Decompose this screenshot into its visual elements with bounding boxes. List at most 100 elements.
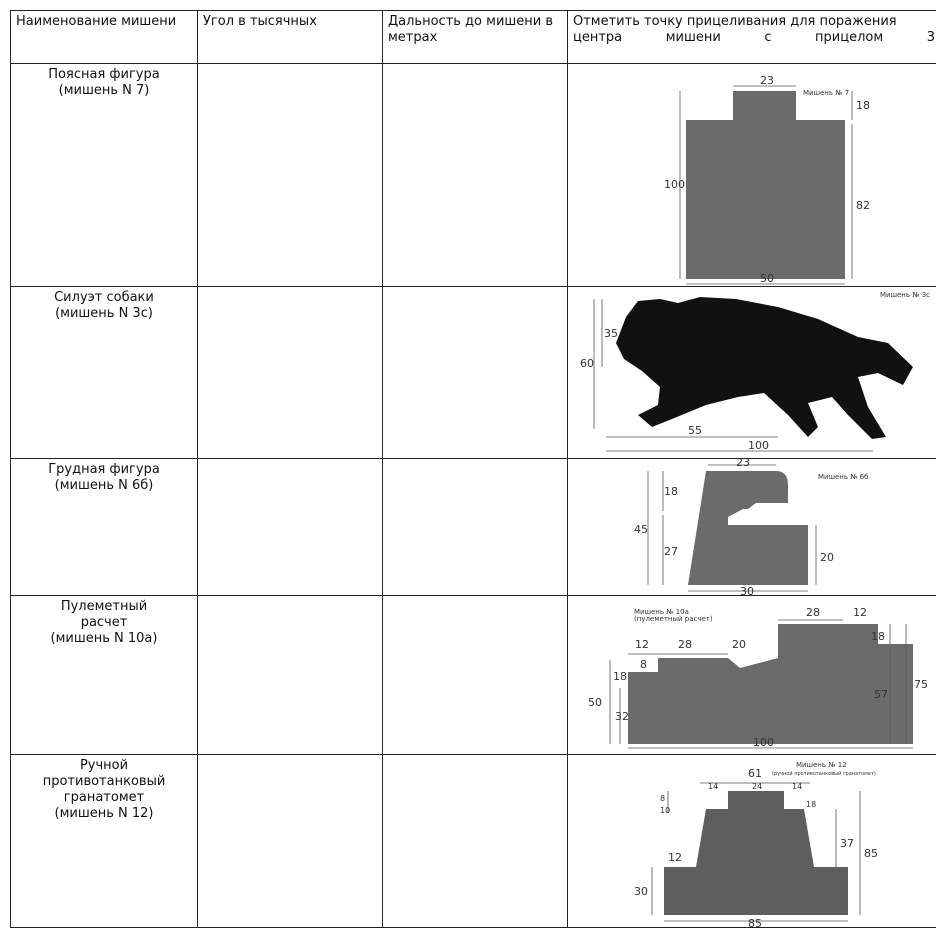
dim-label: 85 <box>864 847 878 860</box>
diagram-caption: Мишень № 12 <box>796 761 847 769</box>
diagram-caption: Мишень № 6б <box>818 473 869 481</box>
table-row: Силуэт собаки (мишень N 3с) 35 60 55 100 <box>10 286 936 459</box>
dim-label: 30 <box>740 585 754 595</box>
target-name-line: (мишень N 3с) <box>55 306 153 321</box>
dim-label: 28 <box>806 606 820 619</box>
target-name: Пулеметный расчет (мишень N 10а) <box>10 595 198 755</box>
diagram-caption: Мишень № 3с <box>880 291 930 299</box>
target-3c-diagram: 35 60 55 100 Мишень № 3с <box>580 291 930 452</box>
target-name: Поясная фигура (мишень N 7) <box>10 63 198 287</box>
target-10a-diagram: 28 12 12 28 20 18 8 18 50 32 57 75 100 М… <box>588 606 928 749</box>
table-header-row: Наименование мишени Угол в тысячных Даль… <box>10 10 936 64</box>
target-name-line: расчет <box>80 615 128 630</box>
table-row: Поясная фигура (мишень N 7) 23 18 100 <box>10 63 936 287</box>
dim-label: 12 <box>668 851 682 864</box>
dim-label: 23 <box>760 74 774 87</box>
dim-label: 23 <box>736 459 750 469</box>
dim-label: 50 <box>760 272 774 285</box>
dim-label: 18 <box>613 670 627 683</box>
dog-silhouette-shape <box>616 297 913 439</box>
dim-label: 12 <box>635 638 649 651</box>
target-name-line: Силуэт собаки <box>54 290 154 305</box>
dim-label: 14 <box>792 782 802 791</box>
table-row: Пулеметный расчет (мишень N 10а) <box>10 595 936 755</box>
distance-cell[interactable] <box>382 63 568 287</box>
dim-label: 18 <box>856 99 870 112</box>
aim-cell[interactable]: 23 18 45 27 20 30 Мишень № 6б <box>567 458 936 596</box>
diagram-subcaption: (пулеметный расчет) <box>634 615 713 623</box>
dim-label: 100 <box>664 178 685 191</box>
distance-cell[interactable] <box>382 754 568 928</box>
dim-label: 85 <box>748 917 762 927</box>
dim-label: 20 <box>820 551 834 564</box>
diagram-caption: Мишень № 7 <box>803 89 849 97</box>
target-name: Ручной противотанковый гранатомет (мишен… <box>10 754 198 928</box>
distance-cell[interactable] <box>382 286 568 459</box>
dim-label: 37 <box>840 837 854 850</box>
target-12-shape <box>664 791 848 915</box>
dim-label: 18 <box>806 800 816 809</box>
distance-cell[interactable] <box>382 595 568 755</box>
target-name-line: (мишень N 12) <box>54 806 154 821</box>
dim-label: 60 <box>580 357 594 370</box>
target-name-line: Пулеметный <box>60 599 148 614</box>
target-name-line: (мишень N 10а) <box>50 631 158 646</box>
angle-cell[interactable] <box>197 63 383 287</box>
target-10a-shape <box>628 624 913 744</box>
dim-label: 61 <box>748 767 762 780</box>
aim-cell[interactable]: 35 60 55 100 Мишень № 3с <box>567 286 936 459</box>
target-7-diagram: 23 18 100 82 50 Мишень № 7 <box>664 74 870 285</box>
target-name-line: (мишень N 7) <box>58 83 150 98</box>
target-12-diagram: 61 14 24 14 8 10 18 37 85 12 30 85 Мишен… <box>634 761 878 927</box>
dim-label: 50 <box>588 696 602 709</box>
dim-label: 82 <box>856 199 870 212</box>
dim-label: 10 <box>660 806 670 815</box>
dim-label: 18 <box>664 485 678 498</box>
table-row: Ручной противотанковый гранатомет (мишен… <box>10 754 936 928</box>
diagram-caption: Мишень № 10а <box>634 608 689 616</box>
target-name-line: противотанковый <box>42 774 166 789</box>
diagram-subcaption: (ручной противотанковый гранатомет) <box>772 770 876 777</box>
dim-label: 30 <box>634 885 648 898</box>
dim-label: 28 <box>678 638 692 651</box>
dim-label: 27 <box>664 545 678 558</box>
header-distance: Дальность до мишени в метрах <box>382 10 568 64</box>
target-name: Грудная фигура (мишень N 6б) <box>10 458 198 596</box>
dim-label: 18 <box>871 630 885 643</box>
header-aim: Отметить точку прицеливания для поражени… <box>567 10 936 64</box>
dim-label: 75 <box>914 678 928 691</box>
aim-cell[interactable]: 28 12 12 28 20 18 8 18 50 32 57 75 100 М… <box>567 595 936 755</box>
dim-label: 24 <box>752 782 762 791</box>
target-name-line: гранатомет <box>63 790 145 805</box>
angle-cell[interactable] <box>197 458 383 596</box>
dim-label: 32 <box>615 710 629 723</box>
target-name: Силуэт собаки (мишень N 3с) <box>10 286 198 459</box>
dim-label: 12 <box>853 606 867 619</box>
dim-label: 20 <box>732 638 746 651</box>
dim-label: 8 <box>640 658 647 671</box>
target-name-line: Грудная фигура <box>48 462 160 477</box>
dim-label: 100 <box>753 736 774 749</box>
dim-label: 55 <box>688 424 702 437</box>
dim-label: 100 <box>748 439 769 452</box>
angle-cell[interactable] <box>197 754 383 928</box>
target-6b-diagram: 23 18 45 27 20 30 Мишень № 6б <box>634 459 869 595</box>
table-row: Грудная фигура (мишень N 6б) 23 18 <box>10 458 936 596</box>
header-name: Наименование мишени <box>10 10 198 64</box>
target-7-shape <box>686 91 845 279</box>
target-name-line: (мишень N 6б) <box>54 478 154 493</box>
target-name-line: Поясная фигура <box>48 67 160 82</box>
dim-label: 45 <box>634 523 648 536</box>
angle-cell[interactable] <box>197 595 383 755</box>
distance-cell[interactable] <box>382 458 568 596</box>
dim-label: 35 <box>604 327 618 340</box>
target-6b-shape <box>688 471 808 585</box>
header-angle: Угол в тысячных <box>197 10 383 64</box>
aim-cell[interactable]: 61 14 24 14 8 10 18 37 85 12 30 85 Мишен… <box>567 754 936 928</box>
aim-cell[interactable]: 23 18 100 82 50 Мишень № 7 <box>567 63 936 287</box>
targets-table: Наименование мишени Угол в тысячных Даль… <box>10 10 936 928</box>
dim-label: 57 <box>874 688 888 701</box>
target-name-line: Ручной <box>79 758 129 773</box>
angle-cell[interactable] <box>197 286 383 459</box>
dim-label: 14 <box>708 782 718 791</box>
